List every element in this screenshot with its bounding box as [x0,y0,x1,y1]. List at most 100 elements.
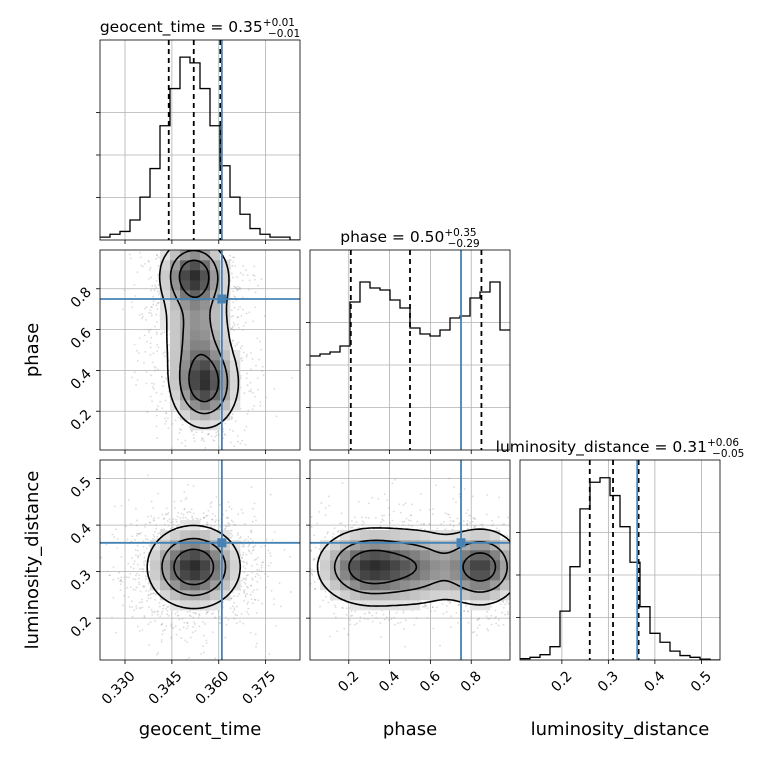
sample-point [212,612,215,615]
sample-point [253,515,256,518]
sample-point [163,380,165,383]
sample-point [164,422,167,425]
sample-point [201,437,203,440]
sample-point [251,520,254,523]
sample-point [138,583,141,586]
sample-point [230,597,233,600]
sample-point [210,524,213,527]
sample-point [310,516,313,518]
sample-point [137,556,140,559]
density-cell [170,310,181,321]
sample-point [271,539,274,542]
sample-point [216,233,218,235]
density-cell [220,570,231,581]
sample-point [196,246,198,248]
sample-point [172,626,175,629]
density-cell [220,530,231,541]
sample-point [217,430,220,433]
sample-point [115,631,117,634]
sample-point [210,518,213,521]
sample-point [201,431,204,434]
sample-point [155,313,158,316]
sample-point [386,499,389,502]
sample-point [506,611,509,613]
sample-point [307,591,309,593]
sample-point [457,604,460,607]
sample-point [503,606,505,609]
sample-point [186,511,189,514]
sample-point [195,612,197,615]
sample-point [505,600,508,603]
density-cell [190,290,201,301]
sample-point [340,512,343,515]
sample-point [145,382,148,385]
density-cell [190,260,201,271]
sample-point [231,534,234,537]
sample-point [143,556,146,559]
sample-point [192,612,195,614]
sample-point [156,462,158,464]
sample-point [166,613,169,616]
sample-point [203,517,206,520]
sample-point [243,571,246,574]
sample-point [230,532,233,535]
sample-point [208,432,210,435]
density-cell [200,570,211,581]
sample-point [144,523,147,526]
sample-point [324,536,326,539]
sample-point [228,505,231,508]
sample-point [201,246,203,248]
sample-point [279,558,281,560]
sample-point [218,622,221,624]
sample-point [198,245,200,247]
sample-point [230,536,233,539]
sample-point [342,607,344,609]
sample-point [146,411,149,414]
sample-point [234,265,237,268]
sample-point [139,601,141,604]
sample-point [156,611,159,613]
sample-point [243,591,246,594]
sample-point [344,525,347,528]
sample-point [184,452,186,454]
sample-point [135,574,137,577]
sample-point [211,613,213,615]
sample-point [159,615,162,618]
sample-point [134,589,137,591]
sample-point [242,622,244,625]
sample-point [203,246,205,248]
density-cell [190,600,201,611]
sample-point [186,223,188,225]
sample-point [242,553,244,556]
sample-point [143,616,146,619]
sample-point [138,581,140,584]
density-cell [220,260,231,271]
sample-point [121,308,124,311]
sample-point [242,560,245,563]
density-cell [190,330,201,341]
sample-point [442,612,445,615]
sample-point [183,508,186,511]
sample-point [184,233,186,235]
sample-point [290,513,292,515]
density-cell [190,280,201,291]
sample-point [512,533,514,535]
sample-point [237,237,239,239]
density-cell [190,390,201,401]
sample-point [199,242,201,244]
sample-point [261,561,264,564]
sample-point [473,630,476,633]
sample-point [263,315,266,317]
sample-point [227,525,230,528]
sample-point [499,603,502,606]
sample-point [375,616,378,619]
density-cell [170,580,181,591]
sample-point [182,516,185,519]
sample-point [225,616,227,619]
sample-point [195,241,197,243]
sample-point [157,284,160,287]
sample-point [250,529,253,532]
sample-point [141,629,144,632]
sample-point [140,568,143,570]
sample-point [251,358,254,361]
